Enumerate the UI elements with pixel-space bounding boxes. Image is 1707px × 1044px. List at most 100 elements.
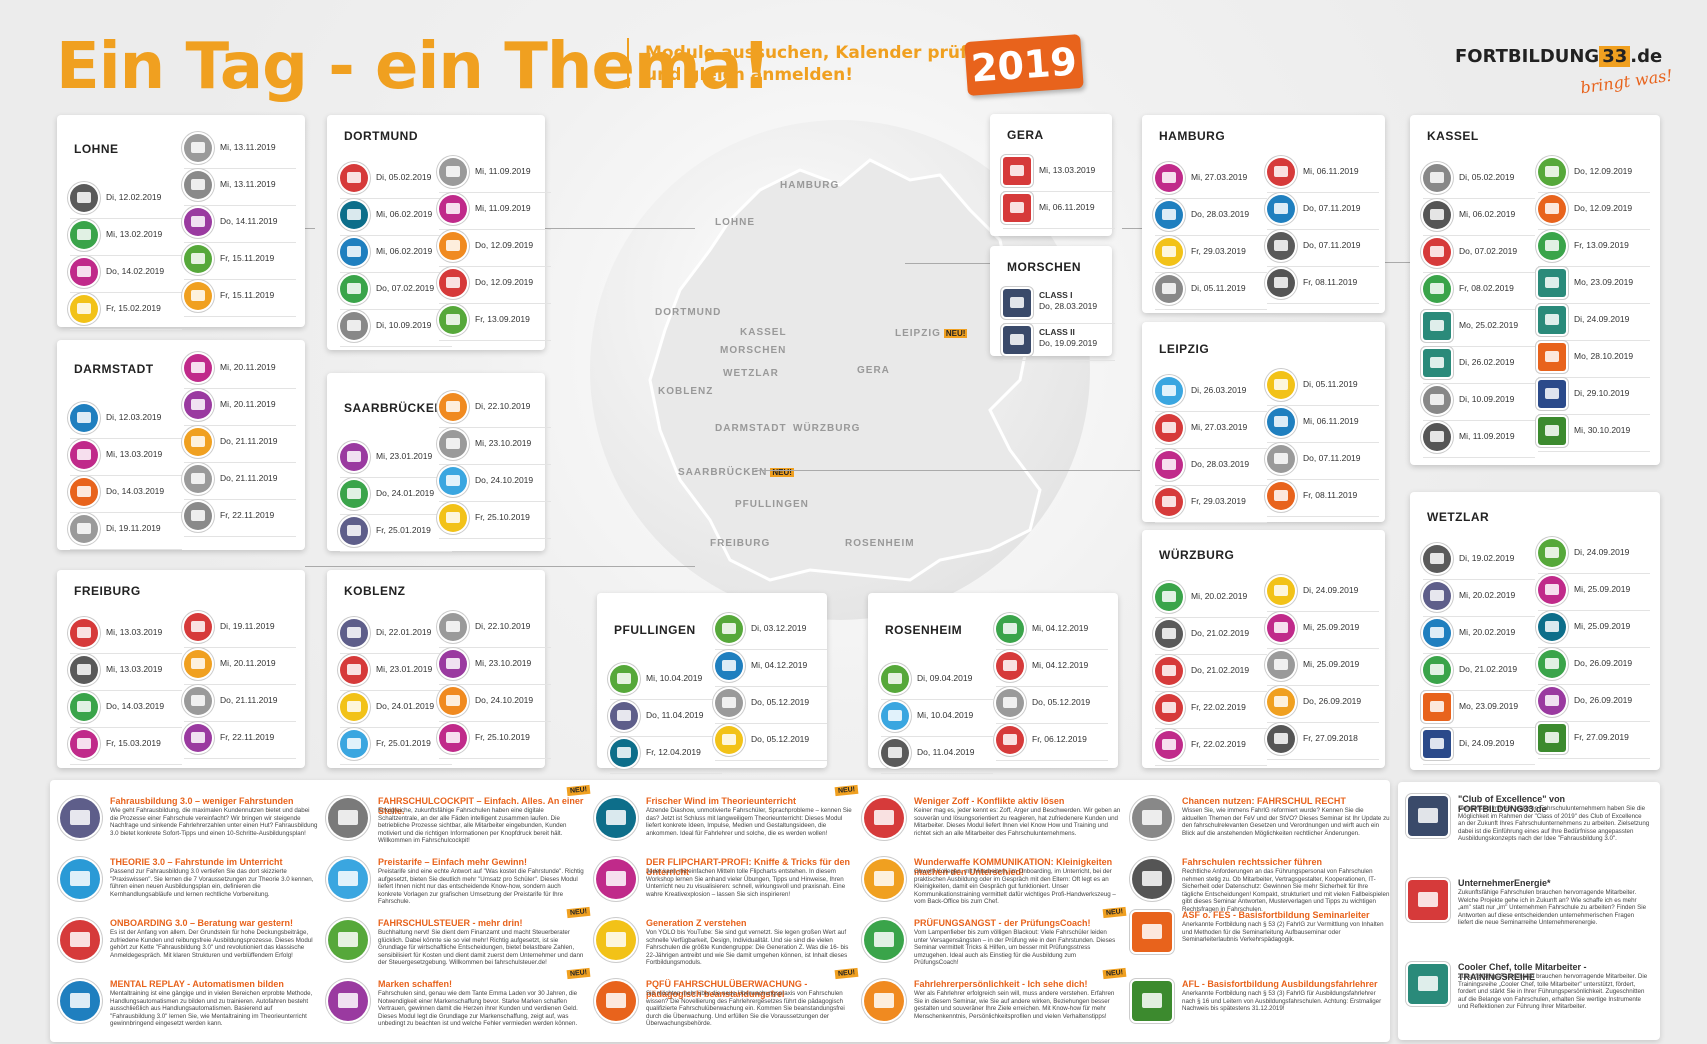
date-entry[interactable]: Do, 07.11.2019 — [1267, 230, 1379, 267]
date-entry[interactable]: Do, 14.03.2019 — [70, 476, 182, 513]
date-entry[interactable]: Fr, 08.02.2019 — [1423, 273, 1535, 310]
date-entry[interactable]: Mi, 20.11.2019 — [184, 389, 296, 426]
date-entry[interactable]: Mi, 10.04.2019 — [610, 663, 722, 700]
date-entry[interactable]: Di, 22.01.2019 — [340, 617, 452, 654]
date-entry[interactable]: Fr, 08.11.2019 — [1267, 267, 1379, 304]
date-entry[interactable]: Di, 24.09.2019 — [1538, 537, 1650, 574]
date-entry[interactable]: Fr, 13.09.2019 — [1538, 230, 1650, 267]
date-entry[interactable]: Mi, 25.09.2019 — [1538, 611, 1650, 648]
date-entry[interactable]: Mi, 20.02.2019 — [1423, 617, 1535, 654]
date-entry[interactable]: Do, 05.12.2019 — [715, 687, 827, 724]
date-entry[interactable]: Di, 22.10.2019 — [439, 611, 551, 648]
date-entry[interactable]: Fr, 25.01.2019 — [340, 728, 452, 765]
date-entry[interactable]: Mi, 13.03.2019 — [70, 439, 182, 476]
date-entry[interactable]: Di, 05.02.2019 — [1423, 162, 1535, 199]
brand-logo[interactable]: FORTBILDUNG 33 .de — [1455, 46, 1662, 67]
date-entry[interactable]: Mi, 20.02.2019 — [1155, 581, 1267, 618]
date-entry[interactable]: Di, 12.03.2019 — [70, 402, 182, 439]
date-entry[interactable]: Do, 26.09.2019 — [1538, 685, 1650, 722]
map-label[interactable]: HAMBURG — [780, 180, 839, 191]
date-entry[interactable]: Mi, 13.03.2019 — [1003, 155, 1115, 192]
city-card-morschen[interactable]: MORSCHEN CLASS I Do, 28.03.2019 CLASS II Do,… — [990, 246, 1115, 361]
date-entry[interactable]: Mi, 23.01.2019 — [340, 654, 452, 691]
date-entry[interactable]: Mi, 13.11.2019 — [184, 132, 296, 169]
date-entry[interactable]: Do, 05.12.2019 — [715, 724, 827, 761]
city-card-gera[interactable]: GERA Mi, 13.03.2019 Mi, 06.11.2019 — [990, 114, 1115, 236]
date-entry[interactable]: Mi, 11.09.2019 — [1423, 421, 1535, 458]
map-label[interactable]: DORTMUND — [655, 307, 721, 318]
date-entry[interactable]: Do, 14.03.2019 — [70, 691, 182, 728]
date-entry[interactable]: Do, 11.04.2019 — [610, 700, 722, 737]
date-entry[interactable]: Di, 19.02.2019 — [1423, 543, 1535, 580]
date-entry[interactable]: Mi, 04.12.2019 — [996, 613, 1108, 650]
date-entry[interactable]: Do, 07.11.2019 — [1267, 193, 1379, 230]
date-entry[interactable]: Do, 14.11.2019 — [184, 206, 296, 243]
map-label[interactable]: GERA — [857, 365, 890, 376]
date-entry[interactable]: Di, 10.09.2019 — [1423, 384, 1535, 421]
date-entry[interactable]: Di, 05.02.2019 — [340, 162, 452, 199]
date-entry[interactable]: Fr, 29.03.2019 — [1155, 236, 1267, 273]
city-card-koblenz[interactable]: KOBLENZ Di, 22.01.2019 Mi, 23.01.2019 Do, 2… — [327, 570, 551, 768]
city-card-rosenheim[interactable]: ROSENHEIM Di, 09.04.2019 Mi, 10.04.2019 Do,… — [868, 593, 1118, 774]
date-entry[interactable]: Di, 24.09.2019 — [1423, 728, 1535, 765]
city-card-lohne[interactable]: LOHNE Di, 12.02.2019 Mi, 13.02.2019 Do, 14.… — [57, 115, 305, 330]
city-card-hamburg[interactable]: HAMBURG Mi, 27.03.2019 Do, 28.03.2019 Fr, 2… — [1142, 115, 1385, 313]
date-entry[interactable]: Do, 12.09.2019 — [439, 230, 551, 267]
date-entry[interactable]: Fr, 27.09.2019 — [1538, 722, 1650, 759]
date-entry[interactable]: Di, 12.02.2019 — [70, 182, 182, 219]
map-label[interactable]: DARMSTADT — [715, 423, 787, 434]
map-label[interactable]: WETZLAR — [723, 368, 779, 379]
map-label[interactable]: MORSCHEN — [720, 345, 786, 356]
date-entry[interactable]: Do, 07.02.2019 — [1423, 236, 1535, 273]
map-label[interactable]: LOHNE — [715, 217, 755, 228]
map-label[interactable]: FREIBURG — [710, 538, 770, 549]
date-entry[interactable]: Do, 14.02.2019 — [70, 256, 182, 293]
date-entry[interactable]: Do, 24.10.2019 — [439, 465, 551, 502]
date-entry[interactable]: Do, 12.09.2019 — [1538, 156, 1650, 193]
date-entry[interactable]: Fr, 12.04.2019 — [610, 737, 722, 774]
date-entry[interactable]: Do, 26.09.2019 — [1267, 686, 1379, 723]
date-entry[interactable]: Do, 12.09.2019 — [1538, 193, 1650, 230]
date-entry[interactable]: Mi, 20.02.2019 — [1423, 580, 1535, 617]
date-entry[interactable]: Mo, 23.09.2019 — [1538, 267, 1650, 304]
date-entry[interactable]: Di, 10.09.2019 — [340, 310, 452, 347]
date-entry[interactable]: Di, 09.04.2019 — [881, 663, 993, 700]
date-entry[interactable]: Do, 21.02.2019 — [1155, 618, 1267, 655]
map-label[interactable]: SAARBRÜCKEN NEU! — [678, 467, 794, 478]
date-entry[interactable]: Di, 26.02.2019 — [1423, 347, 1535, 384]
date-entry[interactable]: Fr, 25.01.2019 — [340, 515, 452, 552]
city-card-kassel[interactable]: KASSEL Di, 05.02.2019 Mi, 06.02.2019 Do, 07… — [1410, 115, 1660, 465]
date-entry[interactable]: Do, 21.11.2019 — [184, 685, 296, 722]
date-entry[interactable]: Do, 24.01.2019 — [340, 691, 452, 728]
date-entry[interactable]: Di, 24.09.2019 — [1267, 575, 1379, 612]
date-entry[interactable]: Mi, 06.02.2019 — [1423, 199, 1535, 236]
date-entry[interactable]: Di, 22.10.2019 — [439, 391, 551, 428]
date-entry[interactable]: Mi, 04.12.2019 — [996, 650, 1108, 687]
date-entry[interactable]: Do, 24.01.2019 — [340, 478, 452, 515]
date-entry[interactable]: Mi, 06.11.2019 — [1267, 406, 1379, 443]
date-entry[interactable]: Di, 26.03.2019 — [1155, 375, 1267, 412]
date-entry[interactable]: Do, 28.03.2019 — [1155, 449, 1267, 486]
date-entry[interactable]: Fr, 25.10.2019 — [439, 502, 551, 539]
date-entry[interactable]: Di, 19.11.2019 — [184, 611, 296, 648]
date-entry[interactable]: Fr, 22.02.2019 — [1155, 692, 1267, 729]
date-entry[interactable]: Mi, 30.10.2019 — [1538, 415, 1650, 452]
date-entry[interactable]: Mi, 13.02.2019 — [70, 219, 182, 256]
date-entry[interactable]: Fr, 13.09.2019 — [439, 304, 551, 341]
date-entry[interactable]: Do, 21.11.2019 — [184, 426, 296, 463]
date-entry[interactable]: Mi, 27.03.2019 — [1155, 162, 1267, 199]
city-card-dortmund[interactable]: DORTMUND Di, 05.02.2019 Mi, 06.02.2019 Mi, … — [327, 115, 551, 350]
city-card-saarbruecken[interactable]: SAARBRÜCKEN Mi, 23.01.2019 Do, 24.01.2019 F… — [327, 373, 551, 552]
date-entry[interactable]: Fr, 27.09.2018 — [1267, 723, 1379, 760]
date-entry[interactable]: Di, 03.12.2019 — [715, 613, 827, 650]
date-entry[interactable]: Mi, 23.10.2019 — [439, 648, 551, 685]
date-entry[interactable]: Fr, 29.03.2019 — [1155, 486, 1267, 523]
map-label[interactable]: KOBLENZ — [658, 386, 713, 397]
date-entry[interactable]: Mi, 25.09.2019 — [1267, 612, 1379, 649]
date-entry[interactable]: Mo, 28.10.2019 — [1538, 341, 1650, 378]
date-entry[interactable]: Fr, 15.02.2019 — [70, 293, 182, 330]
date-entry[interactable]: Do, 07.02.2019 — [340, 273, 452, 310]
map-label[interactable]: LEIPZIG NEU! — [895, 328, 968, 339]
date-entry[interactable]: Fr, 06.12.2019 — [996, 724, 1108, 761]
date-entry[interactable]: Mi, 23.01.2019 — [340, 441, 452, 478]
